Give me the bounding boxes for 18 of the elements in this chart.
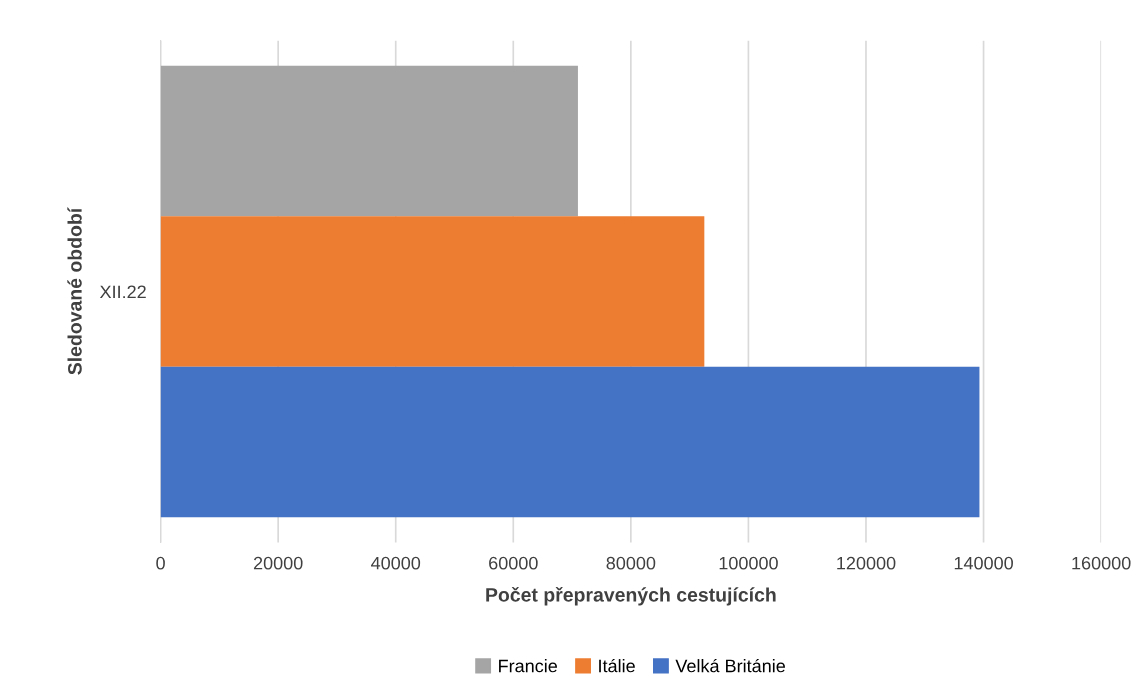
x-tick-label: 120000 — [837, 556, 896, 570]
bar — [160, 65, 578, 217]
y-axis-title: Sledované období — [67, 207, 82, 375]
y-tick-label: XII.22 — [99, 285, 146, 299]
x-tick-label: 60000 — [489, 556, 538, 570]
bar — [160, 366, 980, 518]
legend-label: Francie — [499, 659, 557, 673]
x-tick-label: 20000 — [253, 556, 303, 570]
legend-label: Itálie — [599, 658, 635, 673]
x-tick-label: 140000 — [954, 556, 1013, 570]
x-axis-title: Počet přepravených cestujících — [486, 587, 776, 606]
x-tick-label: 0 — [156, 556, 165, 570]
x-tick-label: 160000 — [1072, 556, 1131, 570]
bar — [160, 216, 705, 367]
x-tick-label: 80000 — [606, 556, 656, 570]
x-tick-label: 40000 — [371, 556, 421, 570]
x-tick-label: 100000 — [719, 556, 778, 570]
legend-label: Velká Británie — [675, 658, 785, 673]
